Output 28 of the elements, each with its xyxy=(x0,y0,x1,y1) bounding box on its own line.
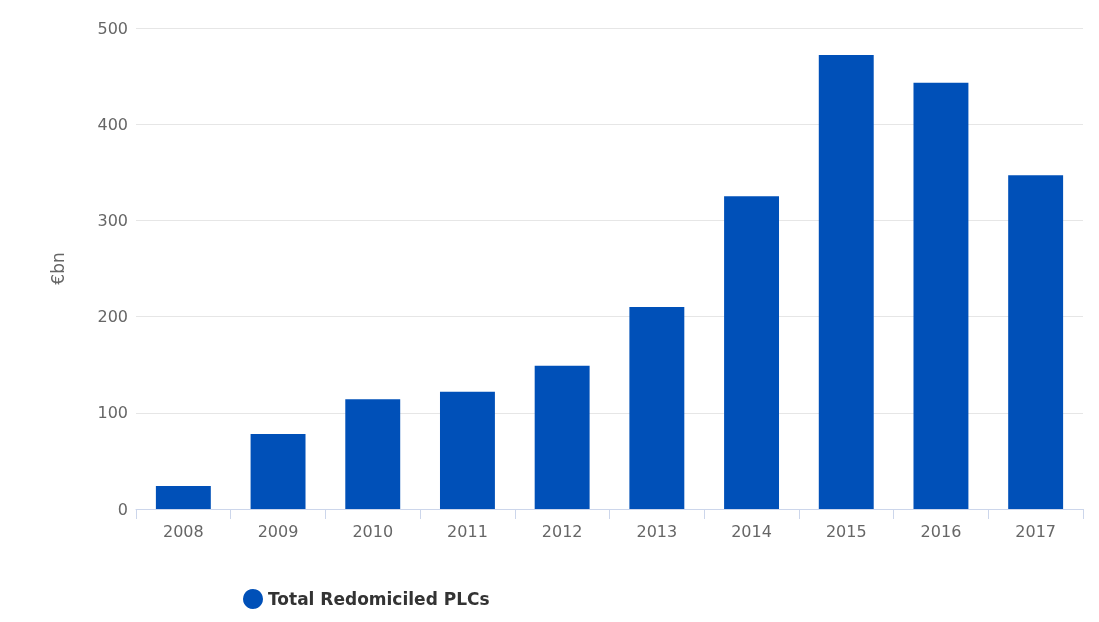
y-tick-label: 300 xyxy=(97,210,128,230)
bar xyxy=(345,399,401,509)
bar xyxy=(818,54,874,509)
bar xyxy=(913,82,969,509)
x-tick-label: 2012 xyxy=(541,521,583,541)
x-tick-label: 2016 xyxy=(920,521,962,541)
x-tick-label: 2014 xyxy=(731,521,772,541)
x-tick-label: 2015 xyxy=(825,521,867,541)
x-tick-label: 2017 xyxy=(1015,521,1057,541)
bar xyxy=(250,433,306,509)
y-tick-label: 200 xyxy=(97,307,128,327)
x-tick-label: 2009 xyxy=(257,521,299,541)
y-tick-label: 0 xyxy=(117,499,128,519)
bar xyxy=(534,365,590,509)
y-tick-label: 400 xyxy=(97,114,128,134)
x-tick-label: 2010 xyxy=(352,521,394,541)
y-axis-title: €bn xyxy=(47,252,68,285)
bar xyxy=(629,306,685,509)
bar xyxy=(1008,175,1064,509)
bar xyxy=(155,485,211,509)
bar xyxy=(439,391,495,509)
bar xyxy=(724,196,780,509)
y-tick-label: 500 xyxy=(97,18,128,38)
legend-label: Total Redomiciled PLCs xyxy=(268,589,490,609)
x-tick-label: 2013 xyxy=(636,521,678,541)
x-tick-label: 2011 xyxy=(447,521,488,541)
x-tick-label: 2008 xyxy=(162,521,204,541)
y-tick-label: 100 xyxy=(97,403,128,423)
